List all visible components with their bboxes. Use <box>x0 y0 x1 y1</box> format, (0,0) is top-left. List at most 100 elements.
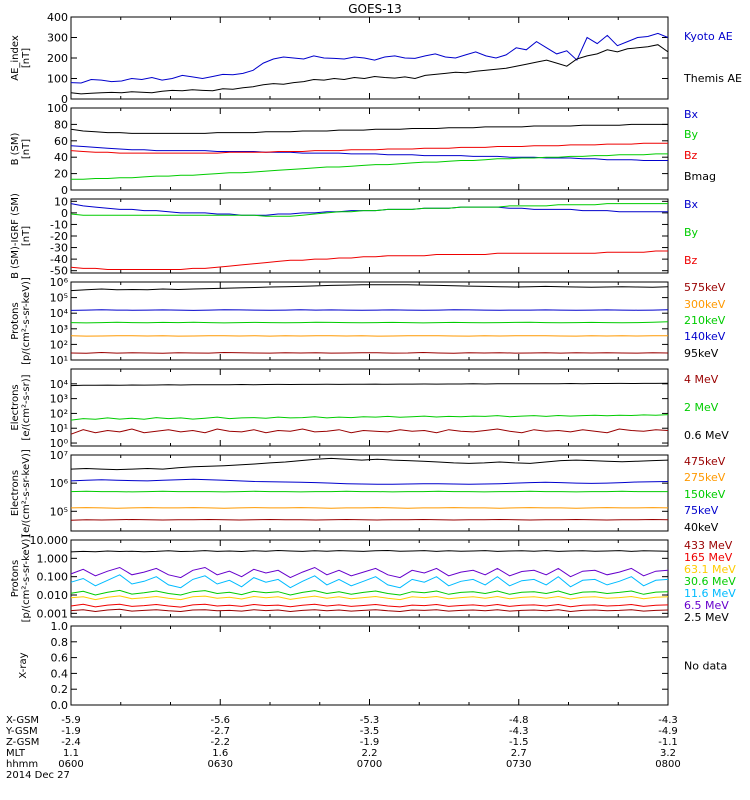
y-tick-label: 20 <box>54 168 68 181</box>
series-line-475kev <box>70 518 669 521</box>
y-tick-label: 0 <box>61 93 68 106</box>
series-line-63.1-mev <box>70 595 669 601</box>
legend-0.6-mev: 0.6 MeV <box>684 429 729 442</box>
ephem-value: -5.6 <box>210 715 230 726</box>
legend-themis-ae: Themis AE <box>683 72 742 85</box>
legend-63.1-mev: 63.1 MeV <box>684 563 736 576</box>
y-tick-label: 10.000 <box>30 534 69 547</box>
legend-300kev: 300keV <box>684 298 726 311</box>
ephem-value: -2.4 <box>61 737 81 748</box>
series-line-75kev <box>70 478 669 485</box>
y-tick-label: 100 <box>47 102 68 115</box>
y-tick-label: 10⁶ <box>50 477 69 490</box>
series-line-bx <box>70 203 668 216</box>
y-axis-label: [e/(cm²-s-sr-keV)] <box>21 449 32 537</box>
legend-2.5-mev: 2.5 MeV <box>684 611 729 624</box>
series-line-by <box>70 203 668 217</box>
y-tick-label: -30 <box>50 242 68 255</box>
y-tick-label: 10⁵ <box>50 505 68 518</box>
legend-575kev: 575keV <box>684 281 726 294</box>
series-line-150kev <box>70 490 668 493</box>
y-tick-label: 0.8 <box>51 636 69 649</box>
series-line-6.5-mev <box>70 566 669 579</box>
ephem-value: 2.7 <box>511 748 527 759</box>
legend-2-mev: 2 MeV <box>684 401 719 414</box>
ephem-label: Z-GSM <box>6 737 39 748</box>
legend-bz: Bz <box>684 149 698 162</box>
ephem-value: 1.6 <box>212 748 228 759</box>
legend-75kev: 75keV <box>684 504 719 517</box>
y-tick-label: 0 <box>61 207 68 220</box>
y-axis-label: X-ray <box>18 652 29 678</box>
legend-140kev: 140keV <box>684 330 726 343</box>
panel-4: 10¹ 10² 10³ 10⁴ 10⁵ 10⁶ Protons [p/(cm²-s-sr-ke… <box>10 276 726 367</box>
series-line-140kev <box>70 309 669 311</box>
legend-by: By <box>684 128 699 141</box>
y-tick-label: 0.4 <box>51 667 69 680</box>
y-axis-label: [p/(cm²-s-sr-keV)] <box>21 535 32 623</box>
y-tick-label: 0.100 <box>37 571 69 584</box>
panel-frame <box>70 107 669 191</box>
series-line-2.5-mev <box>70 549 669 553</box>
legend-210kev: 210keV <box>684 314 726 327</box>
y-tick-label: 0.2 <box>51 683 69 696</box>
ephem-value: 0630 <box>208 759 233 770</box>
series-line-bmag <box>70 123 668 134</box>
panel-frame <box>70 625 669 706</box>
y-tick-label: 1.0 <box>51 620 69 633</box>
series-line-575kev <box>70 351 669 354</box>
y-axis-label: Protons <box>10 560 21 597</box>
y-tick-label: 10⁴ <box>50 378 69 391</box>
y-tick-label: 10 <box>54 195 68 208</box>
y-tick-label: 0.010 <box>37 589 69 602</box>
y-axis-label: [nT] <box>21 48 32 68</box>
y-tick-label: 10¹ <box>50 422 68 435</box>
y-axis-label: [p/(cm²-s-sr-keV)] <box>21 277 32 365</box>
legend-433-mev: 433 MeV <box>684 539 733 552</box>
y-axis-label: AE_index <box>10 35 21 81</box>
y-tick-label: 40 <box>54 151 68 164</box>
legend-bmag: Bmag <box>684 170 716 183</box>
y-tick-label: 10⁰ <box>50 437 69 450</box>
panel-1: 0 100 200 300 400 AE_index [nT] Kyoto AE Themis … <box>10 11 742 106</box>
panel-2: 0 20 40 60 80 100 B (SM) [nT] Bx By Bz Bmag <box>10 102 716 197</box>
ephem-value: -2.2 <box>210 737 230 748</box>
legend-150kev: 150keV <box>684 488 726 501</box>
no-data-note: No data <box>684 660 727 673</box>
series-line-bz <box>70 250 668 270</box>
legend-40kev: 40keV <box>684 521 719 534</box>
ephem-value: -5.9 <box>61 715 81 726</box>
series-line-4-mev <box>70 428 669 435</box>
legend-475kev: 475keV <box>684 455 726 468</box>
y-tick-label: 10³ <box>50 323 68 336</box>
legend-11.6-mev: 11.6 MeV <box>684 587 736 600</box>
panel-frame <box>70 16 669 100</box>
legend-165-mev: 165 MeV <box>684 551 733 564</box>
series-line-bz <box>70 142 668 154</box>
series-line-40kev <box>70 457 669 471</box>
ephem-value: 3.2 <box>660 748 676 759</box>
y-tick-label: 10⁷ <box>50 449 68 462</box>
y-tick-label: 10⁵ <box>50 292 68 305</box>
series-line-themis-ae <box>70 44 669 95</box>
series-line-433-mev <box>70 608 669 613</box>
series-line-bx <box>70 145 668 161</box>
y-axis-label: [nT] <box>21 139 32 159</box>
y-tick-label: 0.0 <box>51 699 69 712</box>
panel-frame <box>70 368 669 447</box>
y-tick-label: -50 <box>50 265 68 278</box>
legend-bx: Bx <box>684 108 699 121</box>
y-tick-label: -20 <box>50 230 68 243</box>
y-tick-label: 10¹ <box>50 354 68 367</box>
ephem-value: -5.3 <box>360 715 380 726</box>
y-tick-label: 100 <box>47 73 68 86</box>
series-line-by <box>71 153 668 180</box>
y-tick-label: 1.000 <box>37 552 69 565</box>
legend-kyoto-ae: Kyoto AE <box>684 30 733 43</box>
y-tick-label: 10² <box>50 338 68 351</box>
y-tick-label: -10 <box>50 218 68 231</box>
panel-8: 0.0 0.2 0.4 0.6 0.8 1.0 X-ray No data <box>18 620 727 712</box>
y-tick-label: 300 <box>47 32 68 45</box>
y-axis-label: Protons <box>10 302 21 339</box>
